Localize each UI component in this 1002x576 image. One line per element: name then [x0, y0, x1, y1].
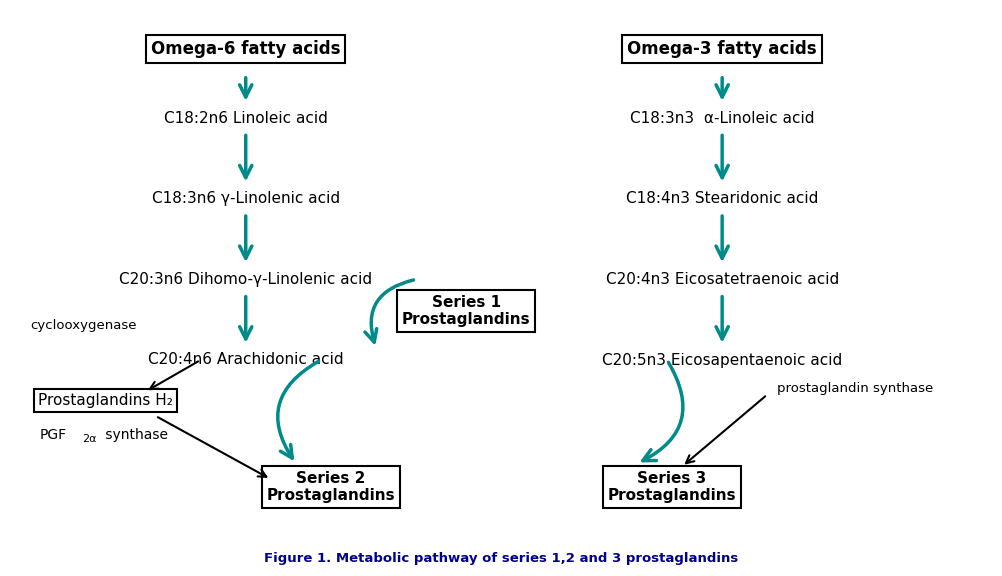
Text: Series 2
Prostaglandins: Series 2 Prostaglandins — [267, 471, 395, 503]
Text: Omega-6 fatty acids: Omega-6 fatty acids — [151, 40, 340, 58]
Text: prostaglandin synthase: prostaglandin synthase — [777, 382, 933, 395]
Text: Prostaglandins H₂: Prostaglandins H₂ — [38, 393, 172, 408]
Text: Omega-3 fatty acids: Omega-3 fatty acids — [626, 40, 817, 58]
Text: PGF: PGF — [40, 428, 67, 442]
Text: C18:3n3  α-Linoleic acid: C18:3n3 α-Linoleic acid — [629, 111, 814, 126]
Text: Figure 1. Metabolic pathway of series 1,2 and 3 prostaglandins: Figure 1. Metabolic pathway of series 1,… — [265, 552, 737, 565]
Text: C20:3n6 Dihomo-γ-Linolenic acid: C20:3n6 Dihomo-γ-Linolenic acid — [119, 272, 372, 287]
Text: C18:4n3 Stearidonic acid: C18:4n3 Stearidonic acid — [625, 191, 818, 206]
Text: Series 3
Prostaglandins: Series 3 Prostaglandins — [607, 471, 735, 503]
Text: cyclooxygenase: cyclooxygenase — [30, 319, 136, 332]
Text: C18:2n6 Linoleic acid: C18:2n6 Linoleic acid — [163, 111, 328, 126]
Text: C20:4n6 Arachidonic acid: C20:4n6 Arachidonic acid — [147, 353, 344, 367]
Text: synthase: synthase — [101, 428, 168, 442]
Text: Series 1
Prostaglandins: Series 1 Prostaglandins — [402, 295, 530, 327]
Text: 2α: 2α — [82, 434, 96, 445]
Text: C20:5n3 Eicosapentaenoic acid: C20:5n3 Eicosapentaenoic acid — [601, 353, 842, 367]
Text: C20:4n3 Eicosatetraenoic acid: C20:4n3 Eicosatetraenoic acid — [605, 272, 838, 287]
Text: C18:3n6 γ-Linolenic acid: C18:3n6 γ-Linolenic acid — [151, 191, 340, 206]
